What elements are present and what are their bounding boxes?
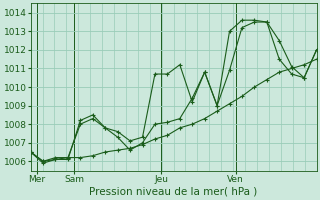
X-axis label: Pression niveau de la mer( hPa ): Pression niveau de la mer( hPa )	[90, 187, 258, 197]
